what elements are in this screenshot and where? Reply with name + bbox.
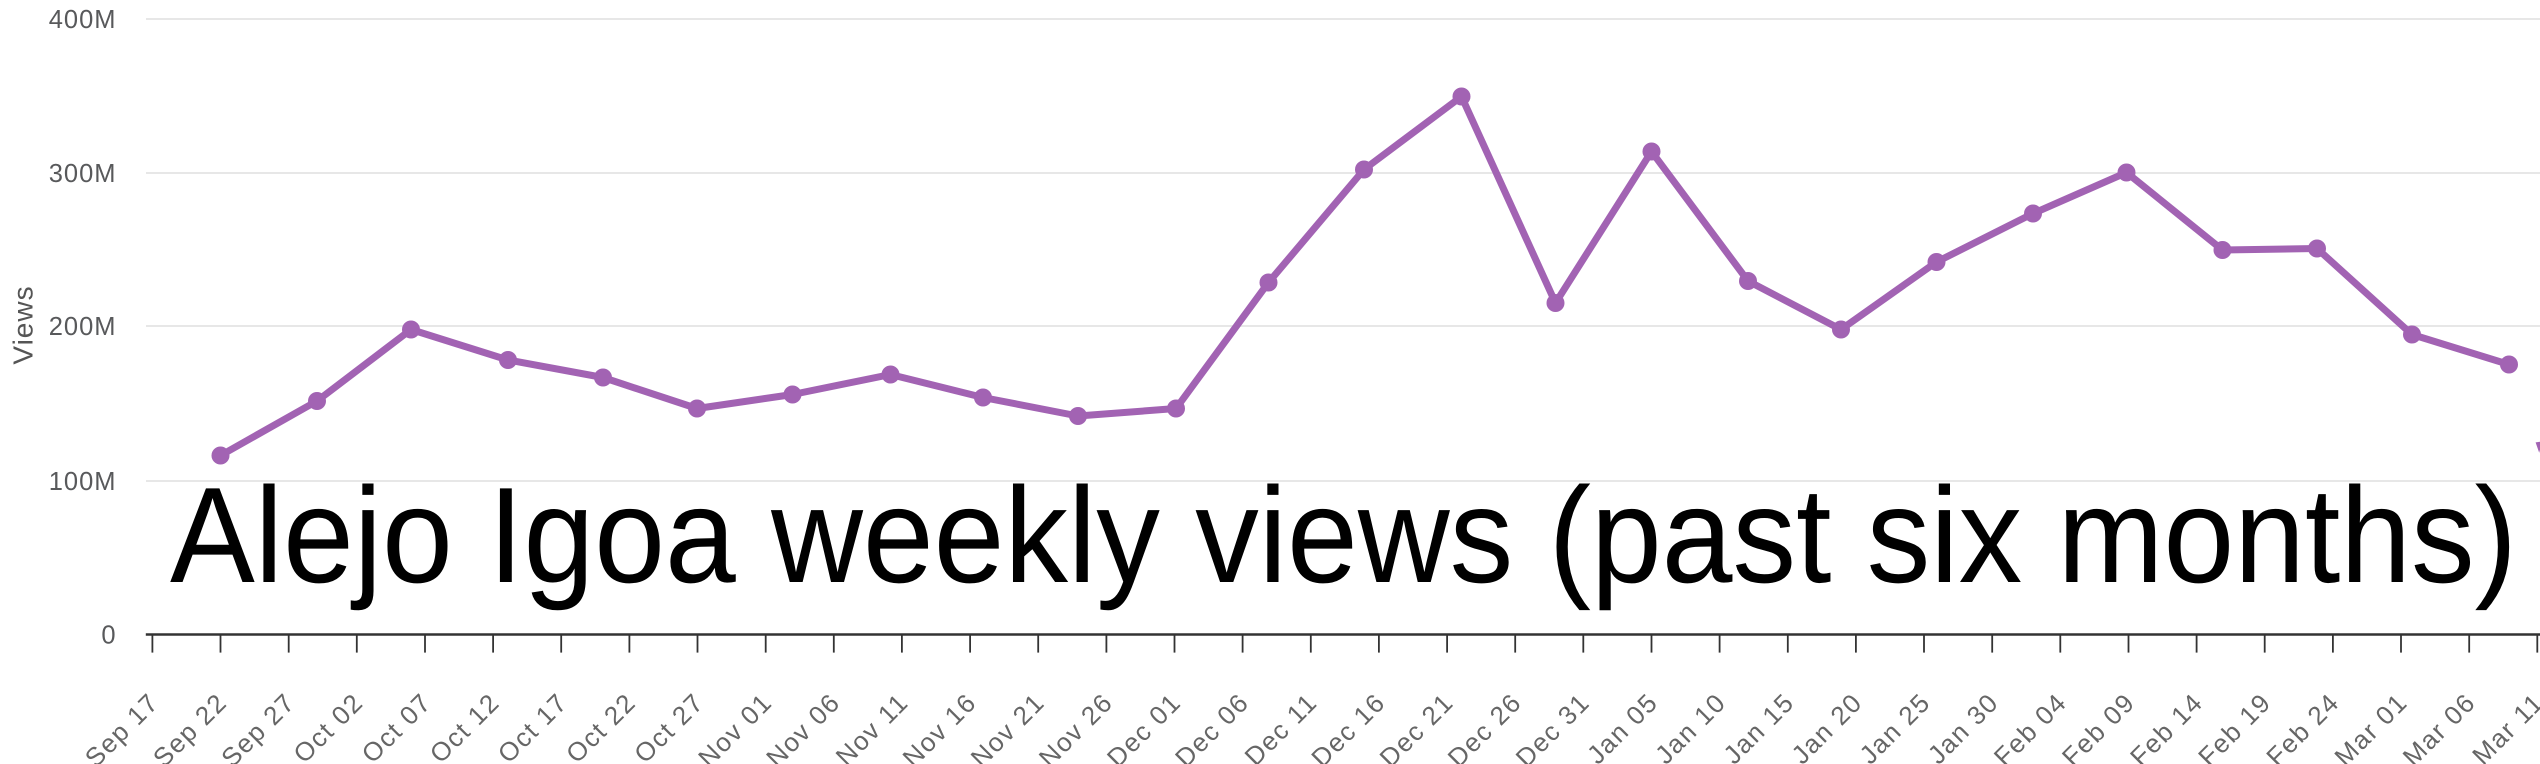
svg-text:300M: 300M bbox=[49, 160, 117, 188]
svg-text:200M: 200M bbox=[49, 313, 117, 341]
svg-text:400M: 400M bbox=[49, 6, 117, 34]
svg-text:Alejo Igoa weekly views (past: Alejo Igoa weekly views (past six months… bbox=[170, 459, 2517, 611]
svg-text:100M: 100M bbox=[49, 468, 117, 496]
svg-text:Views: Views bbox=[8, 285, 39, 364]
svg-text:0: 0 bbox=[101, 622, 116, 650]
